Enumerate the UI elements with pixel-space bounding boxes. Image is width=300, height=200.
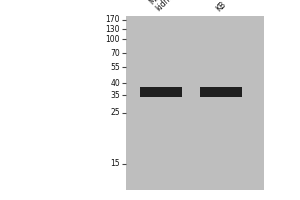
- Bar: [200, 87, 242, 97]
- Bar: [140, 87, 182, 97]
- Text: 70: 70: [110, 48, 120, 58]
- Text: 100: 100: [106, 34, 120, 44]
- Text: 130: 130: [106, 24, 120, 33]
- Text: 35: 35: [110, 90, 120, 99]
- Bar: [126, 16, 264, 190]
- Text: 25: 25: [110, 108, 120, 117]
- Text: Mouse
kidney: Mouse kidney: [147, 0, 178, 13]
- Text: 170: 170: [106, 16, 120, 24]
- Text: 55: 55: [110, 62, 120, 72]
- Text: 40: 40: [110, 78, 120, 88]
- Text: 15: 15: [110, 160, 120, 168]
- Text: KB: KB: [214, 0, 228, 13]
